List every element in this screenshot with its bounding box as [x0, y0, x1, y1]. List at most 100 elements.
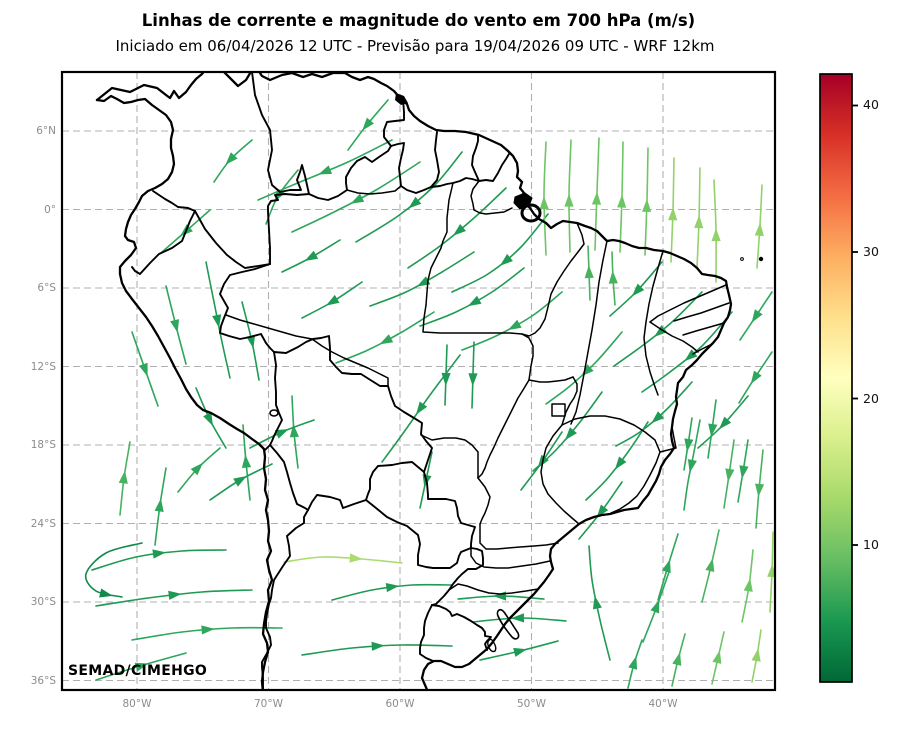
chart-subtitle: Iniciado em 06/04/2026 12 UTC - Previsão… — [115, 37, 715, 55]
streamline-arrowhead — [687, 459, 697, 473]
streamline-arrowhead — [592, 595, 602, 610]
streamline-arrowhead — [565, 427, 577, 441]
colorbar-tick-label: 30 — [863, 244, 879, 259]
streamline-arrowhead — [705, 558, 715, 572]
streamline-arrowhead — [371, 641, 385, 651]
lon-tick-label: 70°W — [254, 698, 283, 710]
streamline-arrowhead — [349, 553, 363, 563]
streamline-arrowhead — [539, 196, 549, 210]
streamline-arrowhead — [719, 416, 732, 430]
streamline-arrowhead — [225, 152, 238, 165]
streamline-arrowhead — [246, 334, 256, 349]
streamline-arrowhead — [493, 591, 506, 601]
streamline-arrowhead — [508, 319, 522, 330]
lat-tick-label: 0° — [44, 203, 56, 216]
streamline-arrowhead — [379, 334, 394, 345]
lat-tick-label: 24°S — [30, 517, 56, 530]
lon-tick-label: 40°W — [648, 698, 678, 710]
streamline-arrowhead — [168, 590, 182, 600]
graticule — [62, 72, 775, 690]
lat-tick-label: 36°S — [30, 674, 56, 687]
streamline-arrowhead — [767, 564, 775, 578]
colorbar — [819, 73, 853, 683]
streamline-arrowhead — [318, 165, 333, 175]
streamline-arrowhead — [513, 647, 527, 657]
streamline — [615, 381, 693, 447]
streamline — [407, 187, 507, 269]
streamline-arrowhead — [201, 625, 215, 635]
streamline-arrowhead — [170, 319, 179, 333]
streamline-arrowhead — [711, 228, 721, 242]
df-square — [551, 403, 566, 417]
streamline-arrowhead — [190, 462, 203, 476]
streamline-arrowhead — [152, 549, 166, 559]
streamline-arrowhead — [668, 207, 678, 221]
streamline-arrowhead — [684, 438, 694, 452]
streamline-arrowhead — [385, 583, 400, 593]
streamline-arrowhead — [614, 456, 627, 470]
streamline-arrowhead — [743, 578, 753, 592]
streamline-arrowhead — [212, 314, 222, 328]
chart-title: Linhas de corrente e magnitude do vento … — [141, 11, 696, 30]
lon-tick-label: 80°W — [122, 698, 152, 710]
streamline — [355, 151, 463, 243]
streamline-arrowhead — [712, 650, 722, 664]
streamline-arrowhead — [751, 309, 763, 323]
streamline-arrowhead — [304, 250, 319, 261]
streamline — [369, 251, 475, 307]
islands-and-lakes — [269, 93, 764, 653]
colorbar-tick-label: 10 — [863, 537, 879, 553]
streamline-arrowhead — [289, 424, 299, 438]
streamline-arrowhead — [584, 265, 594, 279]
streamline-arrowhead — [441, 372, 451, 386]
streamline-arrowhead — [596, 504, 609, 518]
streamline-arrowhead — [739, 465, 749, 479]
streamline-arrowhead — [650, 599, 660, 614]
streamline-arrowhead — [651, 411, 665, 424]
streamline-arrowhead — [751, 648, 761, 662]
streamline-arrowhead — [628, 656, 638, 670]
streamline-arrowhead — [564, 193, 574, 207]
island-dot — [740, 257, 744, 261]
island-dot — [758, 256, 764, 262]
streamline-arrowhead — [708, 423, 718, 437]
streamline — [588, 545, 611, 661]
streamline-arrowhead — [99, 588, 113, 598]
lat-tick-label: 12°S — [30, 360, 56, 373]
streamline-arrowhead — [326, 294, 340, 306]
wind-streamlines — [84, 99, 775, 689]
streamline-arrowhead — [608, 270, 618, 284]
streamline-arrowhead — [408, 196, 422, 209]
lat-tick-label: 18°S — [30, 439, 56, 451]
streamline — [543, 141, 547, 256]
streamline-arrowhead — [416, 401, 428, 415]
state-borders — [225, 180, 730, 595]
streamline-arrowhead — [694, 215, 704, 229]
plot-border — [60, 70, 777, 692]
colorbar-ticks — [852, 104, 858, 546]
watermark: SEMAD/CIMEHGO — [68, 663, 208, 679]
streamline-arrowhead — [118, 470, 128, 484]
lat-tick-label: 6°N — [36, 125, 56, 137]
streamline-arrowhead — [654, 325, 668, 337]
colorbar-tick-label: 40 — [863, 97, 879, 113]
streamline-arrowhead — [617, 194, 627, 208]
country-borders — [131, 72, 510, 690]
lat-tick-label: 6°S — [37, 282, 56, 294]
lon-tick-label: 50°W — [517, 698, 546, 710]
streamline-arrowhead — [684, 349, 698, 362]
lake-titicaca — [269, 409, 279, 417]
streamline-arrowhead — [754, 222, 764, 236]
streamline-arrowhead — [672, 652, 682, 666]
streamline-arrowhead — [154, 498, 164, 512]
streamline-arrowhead — [274, 429, 289, 439]
streamline-arrowhead — [725, 468, 735, 482]
lat-tick-label: 30°S — [30, 596, 56, 608]
streamline — [213, 139, 253, 183]
streamline-arrowhead — [350, 193, 365, 204]
streamline — [451, 213, 549, 293]
streamline-arrowhead — [468, 373, 478, 387]
streamline-arrowhead — [750, 370, 762, 384]
